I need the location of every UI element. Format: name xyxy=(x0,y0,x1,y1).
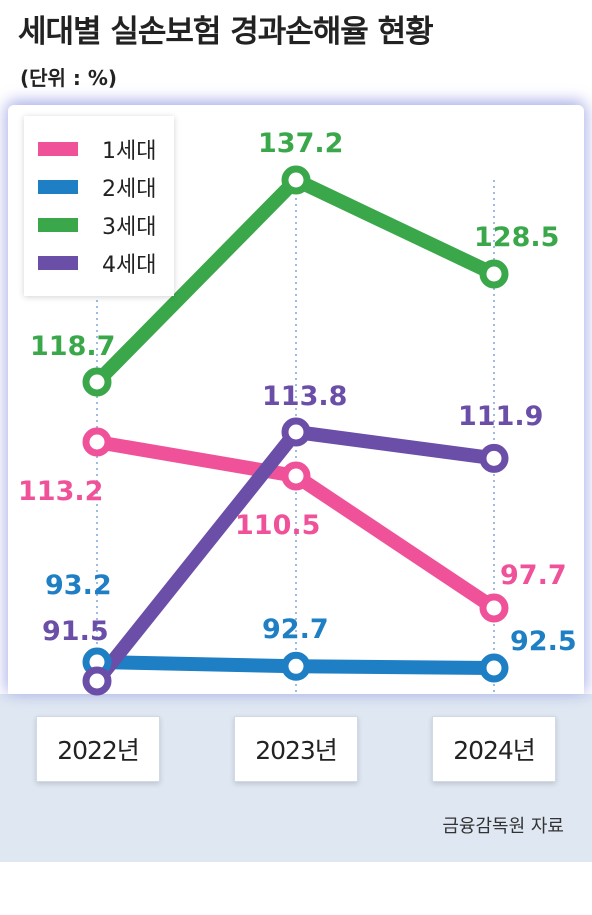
legend-label-1: 1세대 xyxy=(102,139,157,164)
data-label-s1-1: 113.2 xyxy=(18,476,103,507)
x-tick-2024: 2024년 xyxy=(432,716,556,782)
legend-swatch-2 xyxy=(38,180,78,194)
point-s3-3 xyxy=(479,259,509,289)
data-label-s4-3: 111.9 xyxy=(458,401,543,432)
data-label-s4-1: 91.5 xyxy=(42,616,109,647)
legend-swatch-3 xyxy=(38,218,78,232)
data-label-s2-2: 92.7 xyxy=(262,614,329,645)
data-label-s2-3: 92.5 xyxy=(510,626,577,657)
data-label-s2-1: 93.2 xyxy=(45,570,112,601)
legend-item-1: 1세대 xyxy=(38,134,156,164)
legend-label-2: 2세대 xyxy=(102,177,157,202)
data-label-s4-2: 113.8 xyxy=(262,381,347,412)
point-s1-3 xyxy=(479,593,509,623)
point-s4-2 xyxy=(281,417,311,447)
x-tick-2023: 2023년 xyxy=(234,716,358,782)
data-label-s3-2: 137.2 xyxy=(258,128,343,159)
legend-item-3: 3세대 xyxy=(38,210,156,240)
unit-label: (단위 : %) xyxy=(20,66,118,90)
data-label-s3-3: 128.5 xyxy=(474,222,559,253)
legend-swatch-4 xyxy=(38,256,78,270)
point-s1-1 xyxy=(82,427,112,457)
data-label-s1-3: 97.7 xyxy=(500,560,567,591)
point-s4-3 xyxy=(479,443,509,473)
legend-label-4: 4세대 xyxy=(102,253,157,278)
legend-label-3: 3세대 xyxy=(102,215,157,240)
point-s4-1 xyxy=(82,666,112,696)
point-s2-2 xyxy=(281,651,311,681)
x-tick-2022: 2022년 xyxy=(36,716,160,782)
data-label-s1-2: 110.5 xyxy=(235,510,320,541)
legend-item-2: 2세대 xyxy=(38,172,156,202)
source-note: 금융감독원 자료 xyxy=(442,816,564,837)
point-s3-1 xyxy=(82,367,112,397)
point-s2-3 xyxy=(479,653,509,683)
point-s3-2 xyxy=(281,165,311,195)
legend-swatch-1 xyxy=(38,142,78,156)
point-s1-2 xyxy=(281,461,311,491)
legend-item-4: 4세대 xyxy=(38,248,156,278)
chart-title: 세대별 실손보험 경과손해율 현황 xyxy=(18,14,434,50)
data-label-s3-1: 118.7 xyxy=(30,331,115,362)
legend: 1세대 2세대 3세대 4세대 xyxy=(24,116,174,296)
